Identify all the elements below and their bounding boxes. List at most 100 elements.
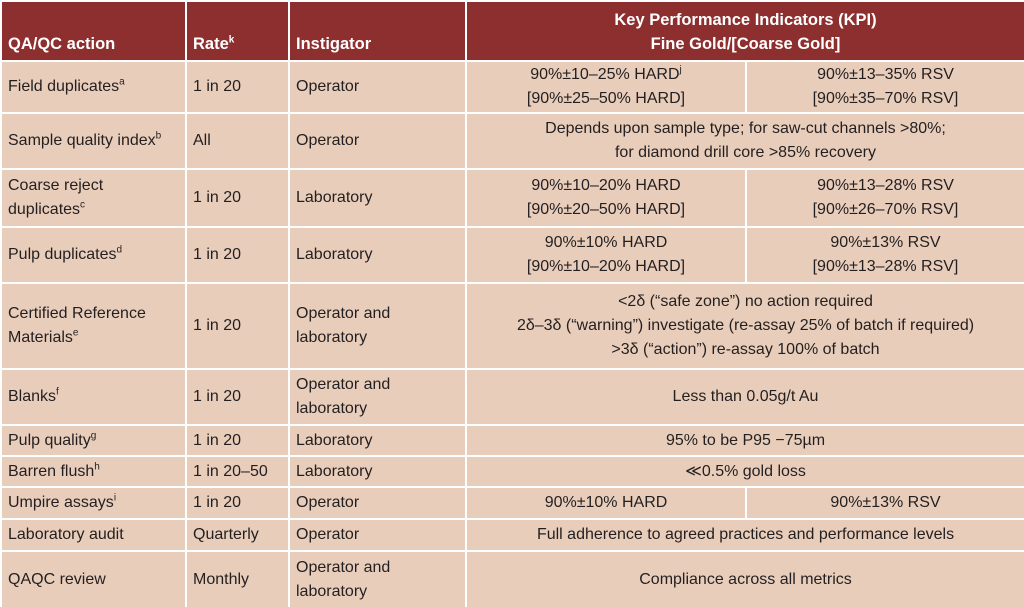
table-row: Barren flushh 1 in 20–50 Laboratory ≪0.5% g…	[0, 455, 1024, 488]
table-row: Pulp qualityg 1 in 20 Laboratory 95% to be …	[0, 424, 1024, 457]
cell: Field duplicatesa	[0, 60, 187, 114]
rate: 1 in 20	[193, 494, 242, 511]
kpi-line: 90%±10–25% HARDj	[473, 63, 739, 87]
kpi-text: 90%±13% RSV	[830, 494, 941, 511]
kpi-line: >3δ (“action”) re-assay 100% of batch	[473, 338, 1018, 362]
cell: 90%±10–20% HARD [90%±20–50% HARD]	[465, 168, 747, 228]
kpi-text: >3δ (“action”) re-assay 100% of batch	[611, 341, 880, 358]
kpi-line: [90%±20–50% HARD]	[473, 198, 739, 222]
instigator: Laboratory	[296, 431, 373, 449]
kpi-text: Compliance across all metrics	[639, 570, 852, 588]
kpi-line: Full adherence to agreed practices and p…	[473, 523, 1018, 547]
kpi-text: <2δ (“safe zone”) no action required	[618, 293, 873, 310]
footnote: d	[116, 244, 123, 256]
cell: 90%±13% RSV	[745, 486, 1024, 520]
rate: All	[193, 132, 211, 149]
cell: 90%±13–28% RSV [90%±26–70% RSV]	[745, 168, 1024, 228]
action: Pulp quality	[8, 431, 91, 449]
kpi-text: [90%±10–20% HARD]	[526, 258, 686, 275]
footnote: k	[228, 34, 235, 46]
table-row: Umpire assaysi 1 in 20 Operator 90%±10% HAR…	[0, 486, 1024, 520]
kpi-line: 90%±10% HARD	[473, 491, 739, 515]
rate: Monthly	[193, 570, 250, 588]
instigator: Operator and laboratory	[296, 305, 391, 346]
cell: Laboratory	[288, 455, 467, 488]
cell: 1 in 20	[185, 226, 290, 284]
kpi-text: for diamond drill core >85% recovery	[614, 144, 876, 161]
table-row: Coarse reject duplicatesc 1 in 20 Laborato…	[0, 168, 1024, 228]
cell: 1 in 20	[185, 486, 290, 520]
cell: Monthly	[185, 550, 290, 607]
table-row: QAQC review Monthly Operator and laborator…	[0, 550, 1024, 607]
kpi-text: ≪0.5% gold loss	[685, 462, 806, 480]
table-row: Field duplicatesa 1 in 20 Operator 90%±10–2…	[0, 60, 1024, 114]
rate: 1 in 20	[193, 317, 242, 334]
kpi-line: 90%±10% HARD	[473, 231, 739, 255]
kpi-text: Less than 0.05g/t Au	[672, 388, 819, 405]
kpi-text: 90%±13% RSV	[830, 234, 941, 251]
header-cell: Ratek	[185, 0, 290, 62]
cell: Operator and laboratory	[288, 550, 467, 607]
footnote: g	[90, 430, 97, 442]
kpi-line: 2δ–3δ (“warning”) investigate (re-assay …	[473, 314, 1018, 338]
table-row: Laboratory audit Quarterly Operator Full ad…	[0, 518, 1024, 552]
cell: 90%±10–25% HARDj [90%±25–50% HARD]	[465, 60, 747, 114]
rate: 1 in 20–50	[193, 462, 268, 480]
cell: Operator and laboratory	[288, 282, 467, 370]
cell: Laboratory	[288, 168, 467, 228]
cell: Operator	[288, 486, 467, 520]
footnote: b	[155, 130, 162, 142]
instigator: Operator and laboratory	[296, 376, 391, 417]
action: Barren flush	[8, 462, 95, 480]
cell: Operator and laboratory	[288, 368, 467, 426]
cell: ≪0.5% gold loss	[465, 455, 1024, 488]
action: Blanks	[8, 388, 57, 405]
kpi-text: 90%±13–35% RSV	[817, 66, 954, 83]
footnote: f	[56, 386, 59, 398]
kpi-text: 90%±10% HARD	[544, 234, 668, 251]
cell: Certified Reference Materialse	[0, 282, 187, 370]
rate: 1 in 20	[193, 246, 242, 263]
cell: Sample quality indexb	[0, 112, 187, 170]
cell: Operator	[288, 60, 467, 114]
cell: 1 in 20	[185, 168, 290, 228]
cell: 1 in 20–50	[185, 455, 290, 488]
kpi-text: [90%±35–70% RSV]	[812, 90, 959, 107]
kpi-line: 90%±13% RSV	[753, 231, 1018, 255]
kpi-text: 95% to be P95 −75µm	[665, 431, 826, 449]
cell: 95% to be P95 −75µm	[465, 424, 1024, 457]
header-text: Instigator	[296, 35, 372, 53]
header-cell: Key Performance Indicators (KPI) Fine Gol…	[465, 0, 1024, 62]
header-text: Fine Gold/[Coarse Gold]	[650, 35, 841, 53]
rate: 1 in 20	[193, 388, 242, 405]
footnote: a	[119, 76, 125, 88]
footnote: h	[94, 461, 100, 473]
cell: 90%±10% HARD	[465, 486, 747, 520]
cell: Laboratory audit	[0, 518, 187, 552]
rate: 1 in 20	[193, 431, 242, 449]
instigator: Operator	[296, 132, 360, 149]
action: Pulp duplicates	[8, 246, 117, 263]
cell: Operator	[288, 112, 467, 170]
kpi-text: 90%±10% HARD	[544, 494, 668, 511]
kpi-line: [90%±10–20% HARD]	[473, 255, 739, 279]
table-row: Blanksf 1 in 20 Operator and laboratory Les…	[0, 368, 1024, 426]
kpi-text: 2δ–3δ (“warning”) investigate (re-assay …	[516, 317, 975, 334]
kpi-line: Compliance across all metrics	[473, 568, 1018, 592]
kpi-line: for diamond drill core >85% recovery	[473, 141, 1018, 165]
header-cell: QA/QC action	[0, 0, 187, 62]
kpi-line: ≪0.5% gold loss	[473, 460, 1018, 484]
action: Laboratory audit	[8, 526, 124, 543]
cell: Less than 0.05g/t Au	[465, 368, 1024, 426]
cell: 1 in 20	[185, 282, 290, 370]
kpi-line: Less than 0.05g/t Au	[473, 385, 1018, 409]
cell: Pulp duplicatesd	[0, 226, 187, 284]
instigator: Laboratory	[296, 189, 373, 206]
action: QAQC review	[8, 570, 106, 588]
cell: Pulp qualityg	[0, 424, 187, 457]
action: Coarse reject duplicates	[8, 177, 104, 218]
instigator: Laboratory	[296, 246, 373, 263]
kpi-line: 90%±13–28% RSV	[753, 174, 1018, 198]
kpi-line: [90%±25–50% HARD]	[473, 87, 739, 111]
cell: 90%±13% RSV [90%±13–28% RSV]	[745, 226, 1024, 284]
